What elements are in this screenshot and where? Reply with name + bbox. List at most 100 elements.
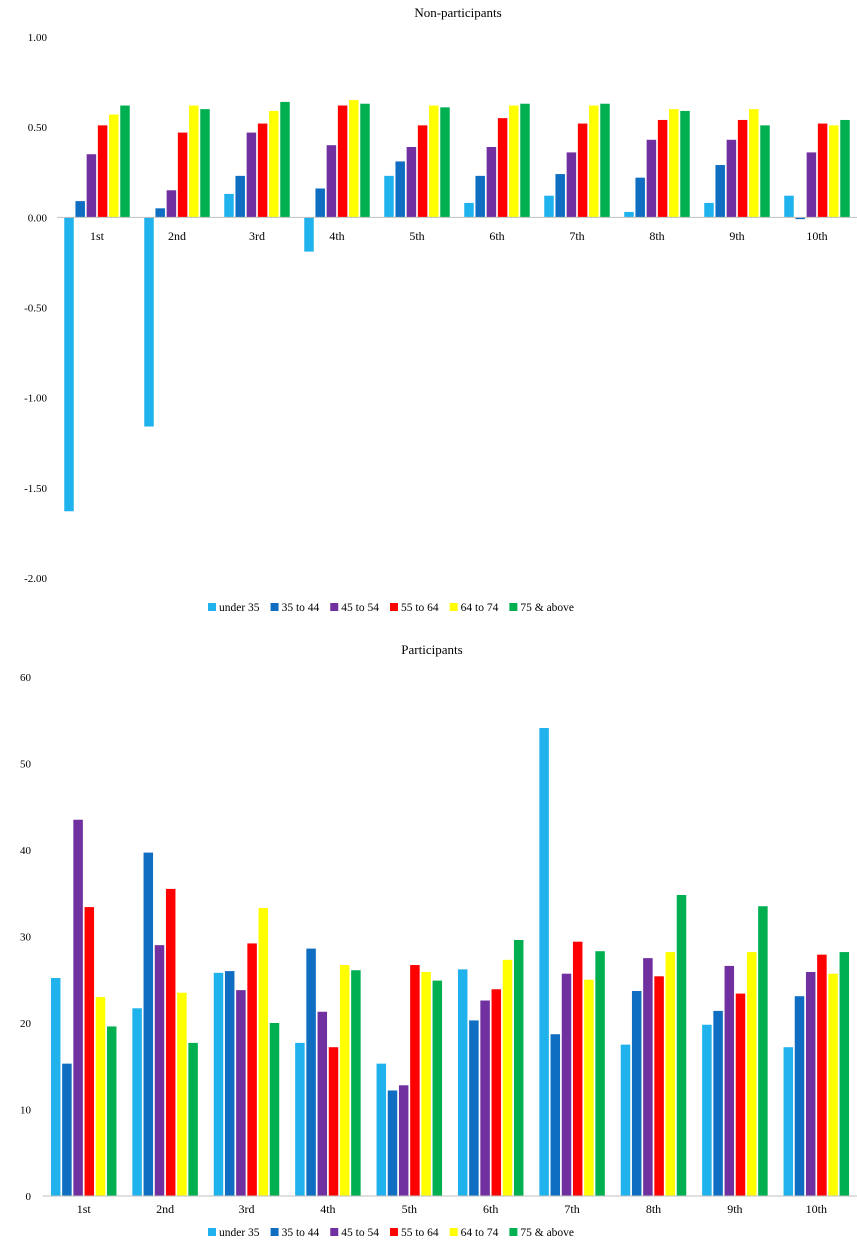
bar-under-35-2nd	[144, 217, 154, 427]
bar-45-to-54-8th	[643, 958, 653, 1197]
legend-swatch	[389, 1228, 398, 1236]
bar-55-to-64-6th	[497, 118, 508, 218]
bar-under-35-5th	[376, 1063, 387, 1196]
bar-35-to-44-1st	[75, 201, 85, 218]
bar-55-to-64-5th	[410, 965, 420, 1196]
bar-75-above-9th	[758, 906, 768, 1196]
bar-45-to-54-5th	[398, 1085, 409, 1196]
bar-under-35-1st	[50, 978, 61, 1196]
x-category-label: 10th	[806, 1202, 827, 1216]
legend-label: 35 to 44	[282, 602, 320, 614]
legend-swatch	[509, 1228, 518, 1236]
x-category-label: 4th	[329, 229, 344, 243]
bar-under-35-7th	[544, 195, 554, 218]
legend-label: 45 to 54	[341, 1227, 379, 1239]
bar-75-above-5th	[440, 107, 450, 218]
bar-under-35-4th	[304, 217, 314, 252]
y-tick-label: 0.50	[28, 122, 48, 134]
bar-75-above-6th	[513, 939, 524, 1196]
bar-55-to-64-9th	[737, 119, 748, 218]
bar-35-to-44-4th	[306, 948, 316, 1196]
legend-label: 64 to 74	[461, 1227, 499, 1239]
participants-chart: Participants 60 50 40 30 20 10 0 1st 2nd 3rd 4th 5th…	[20, 642, 857, 1239]
bar-55-to-64-10th	[817, 954, 827, 1196]
legend-label: 45 to 54	[341, 602, 379, 614]
legend-swatch	[270, 1228, 279, 1236]
x-category-label: 6th	[489, 229, 504, 243]
bar-under-35-10th	[784, 195, 794, 218]
bar-64-to-74-7th	[589, 105, 599, 218]
bar-55-to-64-7th	[577, 123, 588, 218]
bar-under-35-3rd	[213, 972, 224, 1196]
bar-45-to-54-4th	[326, 145, 337, 218]
bar-64-to-74-3rd	[258, 907, 269, 1196]
x-category-label: 7th	[564, 1202, 579, 1216]
x-category-label: 10th	[806, 229, 827, 243]
bar-35-to-44-6th	[475, 175, 485, 218]
bar-55-to-64-4th	[328, 1047, 339, 1196]
bar-75-above-10th	[839, 952, 850, 1196]
bar-35-to-44-7th	[550, 1034, 561, 1196]
bar-45-to-54-7th	[566, 152, 577, 218]
y-tick-label: -2.00	[24, 573, 47, 585]
y-tick-label: 0	[26, 1191, 32, 1203]
bar-45-to-54-1st	[86, 154, 97, 218]
bar-35-to-44-1st	[62, 1063, 72, 1196]
x-category-label: 4th	[320, 1202, 335, 1216]
legend-label: 64 to 74	[461, 602, 499, 614]
non-participants-chart: Non-participants 1.00 0.50 0.00 -0.50 -1.00 -1…	[24, 5, 857, 614]
x-category-label: 8th	[646, 1202, 661, 1216]
legend-label: 55 to 64	[401, 602, 439, 614]
bar-64-to-74-1st	[95, 997, 106, 1196]
bar-45-to-54-8th	[646, 139, 657, 218]
legend-swatch	[330, 603, 339, 611]
bar-55-to-64-4th	[337, 105, 348, 218]
bar-35-to-44-6th	[469, 1020, 479, 1196]
bar-45-to-54-2nd	[154, 945, 165, 1196]
bar-under-35-2nd	[132, 1008, 142, 1196]
y-tick-label: 20	[20, 1018, 32, 1030]
bar-45-to-54-4th	[317, 1011, 328, 1196]
y-tick-label: 10	[20, 1105, 32, 1117]
y-tick-label: 40	[20, 845, 32, 857]
legend-swatch	[449, 603, 458, 611]
bar-45-to-54-6th	[480, 1000, 490, 1196]
bar-under-35-6th	[464, 202, 474, 218]
bar-55-to-64-7th	[572, 941, 583, 1196]
bar-35-to-44-7th	[555, 174, 565, 218]
bar-64-to-74-6th	[502, 959, 513, 1196]
x-category-label: 8th	[649, 229, 664, 243]
bar-75-above-4th	[360, 103, 370, 218]
legend-swatch	[389, 603, 398, 611]
bar-45-to-54-2nd	[166, 190, 177, 218]
bar-35-to-44-8th	[635, 177, 645, 218]
legend-swatch	[208, 1228, 216, 1236]
bar-55-to-64-1st	[84, 907, 95, 1196]
bar-75-above-5th	[432, 980, 443, 1196]
bar-64-to-74-4th	[349, 100, 359, 218]
y-tick-label: 30	[20, 932, 32, 944]
bar-35-to-44-5th	[395, 161, 405, 218]
bar-75-above-1st	[120, 105, 130, 218]
legend-swatch	[449, 1228, 458, 1236]
bar-35-to-44-10th	[795, 217, 805, 220]
bar-64-to-74-4th	[339, 965, 350, 1196]
bar-75-above-10th	[840, 119, 850, 218]
legend-label: 55 to 64	[401, 1227, 439, 1239]
y-tick-label: 1.00	[28, 32, 48, 44]
bar-35-to-44-2nd	[155, 208, 165, 218]
bar-75-above-7th	[595, 951, 605, 1196]
legend-swatch	[330, 1228, 339, 1236]
bar-35-to-44-4th	[315, 188, 325, 218]
bar-64-to-74-2nd	[189, 105, 199, 218]
y-tick-label: -0.50	[24, 303, 47, 315]
bar-35-to-44-10th	[794, 996, 805, 1196]
x-category-label: 3rd	[239, 1202, 255, 1216]
y-tick-label: 60	[20, 672, 32, 684]
bar-75-above-4th	[351, 970, 361, 1196]
y-tick-label: -1.50	[24, 483, 47, 495]
bar-75-above-2nd	[200, 109, 210, 218]
legend-label: 35 to 44	[282, 1227, 320, 1239]
bar-under-35-8th	[624, 211, 634, 218]
chart-title: Participants	[401, 642, 462, 657]
